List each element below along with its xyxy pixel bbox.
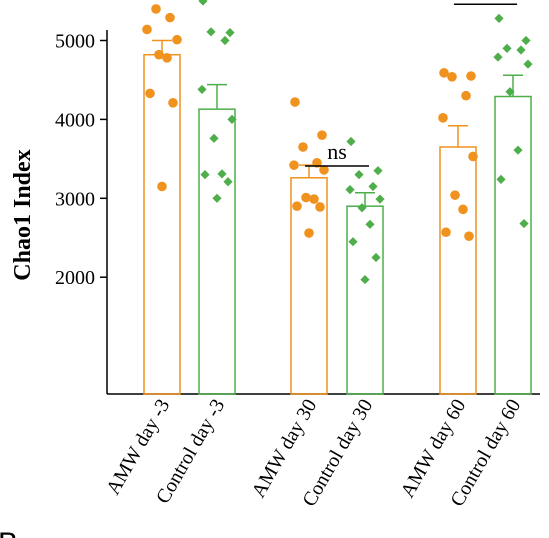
data-point <box>458 204 468 215</box>
panel-letter: B <box>0 527 18 538</box>
data-point <box>290 97 300 107</box>
data-point <box>168 98 178 108</box>
data-point <box>165 12 175 23</box>
data-point <box>319 165 329 175</box>
data-point <box>368 181 378 192</box>
data-point <box>198 0 208 6</box>
data-point <box>312 157 322 168</box>
bars-layer <box>143 39 532 395</box>
data-point <box>142 24 152 35</box>
data-point <box>521 35 531 46</box>
data-point <box>348 237 358 247</box>
data-point <box>209 133 219 143</box>
data-point <box>360 274 370 285</box>
data-point <box>223 177 233 187</box>
data-point <box>373 166 383 176</box>
significance-label: ns <box>327 139 347 164</box>
bar-control-day-60 <box>494 95 532 395</box>
data-point <box>346 136 356 147</box>
data-point <box>227 114 237 124</box>
data-point <box>461 90 471 101</box>
data-point <box>438 113 448 123</box>
data-point <box>212 193 222 203</box>
data-point <box>292 201 302 211</box>
data-point <box>516 45 526 55</box>
data-point <box>162 53 172 63</box>
data-point <box>200 170 210 180</box>
y-tick-label: 4000 <box>55 109 95 131</box>
data-point <box>151 4 161 14</box>
data-point <box>523 59 533 69</box>
data-point <box>145 88 155 99</box>
data-point <box>304 228 314 238</box>
data-point <box>220 35 230 46</box>
data-point <box>357 203 367 213</box>
data-point <box>157 181 167 192</box>
data-point <box>354 170 364 180</box>
bar-control-day--3 <box>198 108 236 395</box>
data-point <box>289 160 299 170</box>
data-point <box>317 130 327 140</box>
data-point <box>466 71 476 81</box>
data-point <box>447 71 457 82</box>
data-point <box>468 151 478 162</box>
y-tick-label: 3000 <box>55 188 95 210</box>
data-point <box>345 185 355 195</box>
data-point <box>365 219 375 229</box>
bar-amw-day-60 <box>439 146 477 395</box>
data-point <box>225 28 235 38</box>
data-point <box>298 142 308 152</box>
axes: 20003000400050006000 <box>55 30 540 395</box>
data-point <box>502 43 512 53</box>
data-point <box>494 13 504 24</box>
data-point <box>505 87 515 97</box>
data-point <box>493 52 503 62</box>
data-point <box>309 194 319 204</box>
data-point <box>154 49 164 60</box>
y-tick-label: 5000 <box>55 31 95 53</box>
data-point <box>371 252 381 263</box>
significance-label: * <box>480 0 491 8</box>
data-point <box>315 202 325 212</box>
points-layer <box>142 0 533 285</box>
y-tick-label: 2000 <box>55 267 95 289</box>
data-point <box>197 84 207 95</box>
data-point <box>464 231 474 241</box>
significance-layer: *ns* <box>305 0 517 167</box>
data-point <box>375 194 385 204</box>
y-axis-title: Chao1 Index <box>10 149 36 280</box>
data-point <box>513 145 523 155</box>
data-point <box>496 174 506 184</box>
data-point <box>206 27 216 37</box>
data-point <box>439 68 449 78</box>
data-point <box>217 169 227 179</box>
data-point <box>450 190 460 200</box>
data-point <box>172 34 182 45</box>
data-point <box>301 192 311 203</box>
bar-control-day-30 <box>346 205 384 395</box>
data-point <box>519 218 529 229</box>
data-point <box>441 227 451 238</box>
